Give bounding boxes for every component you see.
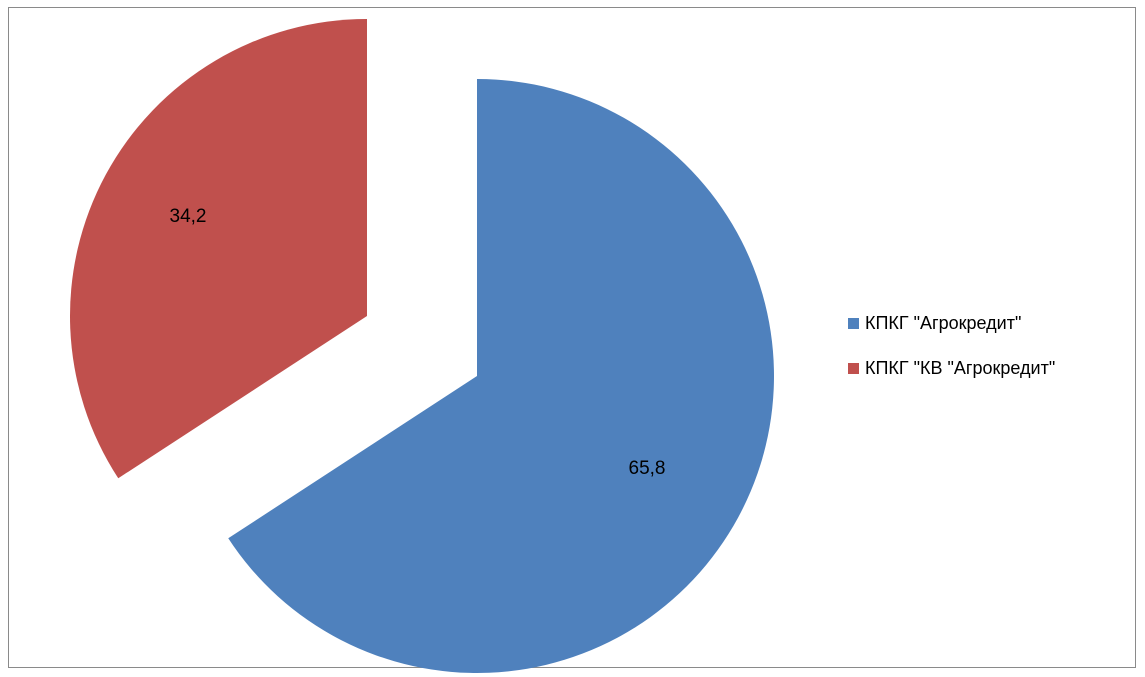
legend-label: КПКГ "Агрокредит": [865, 312, 1022, 333]
pie-slice: [228, 79, 774, 673]
data-label: 34,2: [170, 206, 207, 227]
legend-label: КПКГ "КВ "Агрокредит": [865, 357, 1056, 378]
legend: КПКГ "Агрокредит" КПКГ "КВ "Агрокредит": [848, 312, 1133, 402]
pie-slice: [69, 19, 367, 479]
legend-item: КПКГ "Агрокредит": [848, 312, 1133, 334]
legend-swatch: [848, 317, 859, 329]
legend-item: КПКГ "КВ "Агрокредит": [848, 357, 1133, 379]
data-label: 65,8: [629, 458, 666, 479]
legend-swatch: [848, 362, 859, 374]
